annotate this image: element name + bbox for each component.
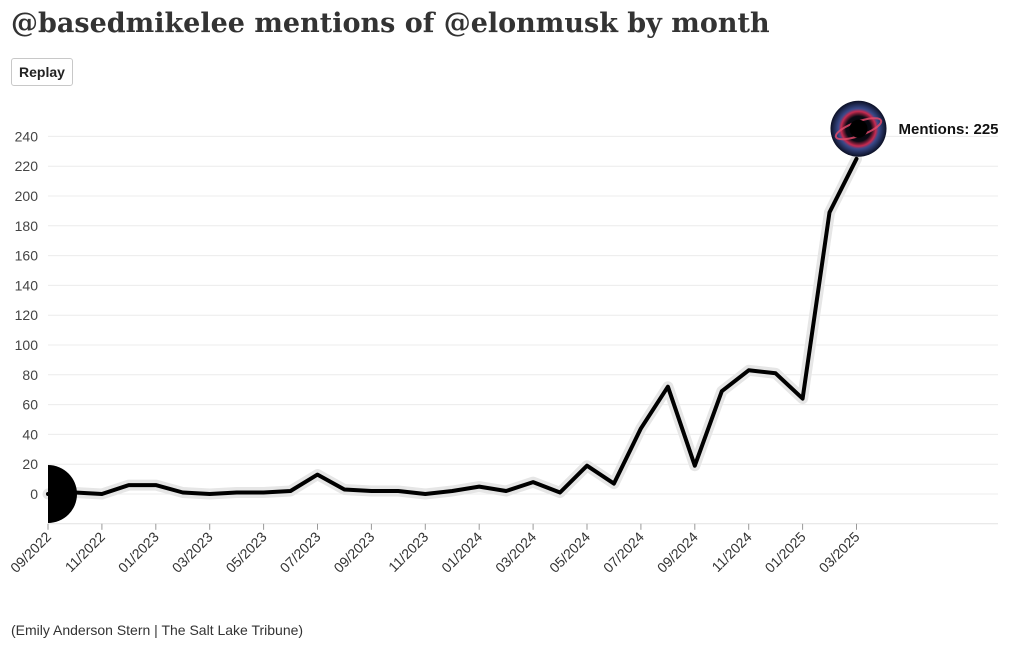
x-tick-label: 07/2024 bbox=[600, 528, 647, 575]
x-tick-label: 07/2023 bbox=[277, 528, 324, 575]
replay-button[interactable]: Replay bbox=[11, 58, 73, 86]
series-line bbox=[46, 156, 859, 496]
x-tick-label: 09/2024 bbox=[654, 528, 701, 575]
x-tick-label: 11/2023 bbox=[385, 528, 432, 575]
y-tick-label: 60 bbox=[22, 397, 38, 413]
x-tick-label: 03/2023 bbox=[169, 528, 216, 575]
x-axis: 09/2022 11/2022 01/2023 03/2023 05/2023 07/20… bbox=[7, 523, 863, 576]
x-tick-label: 11/2022 bbox=[62, 528, 109, 575]
y-tick-label: 0 bbox=[30, 486, 38, 502]
end-avatar-icon bbox=[830, 100, 887, 157]
x-tick-label: 01/2024 bbox=[438, 528, 485, 575]
y-tick-label: 140 bbox=[15, 277, 39, 293]
y-tick-label: 200 bbox=[15, 188, 39, 204]
x-tick-label: 05/2024 bbox=[546, 528, 593, 575]
y-tick-label: 40 bbox=[22, 426, 38, 442]
end-annotation-label: Mentions: 225 bbox=[899, 121, 999, 138]
data-points bbox=[46, 157, 859, 496]
x-tick-label: 01/2023 bbox=[115, 528, 162, 575]
y-tick-label: 160 bbox=[15, 248, 39, 264]
grid bbox=[48, 135, 998, 525]
y-axis: 0 20 40 60 80 100 120 140 160 180 200 220 240 bbox=[15, 128, 39, 502]
y-tick-label: 180 bbox=[15, 218, 39, 234]
source-credit: (Emily Anderson Stern | The Salt Lake Tr… bbox=[11, 622, 304, 638]
y-tick-label: 100 bbox=[15, 337, 39, 353]
y-tick-label: 220 bbox=[15, 158, 39, 174]
x-tick-label: 03/2025 bbox=[816, 528, 863, 575]
y-tick-label: 80 bbox=[22, 367, 38, 383]
line-chart: 0 20 40 60 80 100 120 140 160 180 200 220 240 09/202… bbox=[7, 100, 999, 576]
y-tick-label: 240 bbox=[15, 128, 39, 144]
x-tick-label: 11/2024 bbox=[708, 528, 755, 575]
x-tick-label: 09/2022 bbox=[7, 528, 54, 575]
y-tick-label: 20 bbox=[22, 456, 38, 472]
chart-title: @basedmikelee mentions of @elonmusk by m… bbox=[11, 8, 770, 39]
x-tick-label: 01/2025 bbox=[762, 528, 809, 575]
y-tick-label: 120 bbox=[15, 307, 39, 323]
x-tick-label: 03/2024 bbox=[492, 528, 539, 575]
start-marker bbox=[48, 465, 77, 523]
x-tick-label: 05/2023 bbox=[223, 528, 270, 575]
series-line-halo bbox=[42, 153, 862, 500]
x-tick-label: 09/2023 bbox=[330, 528, 377, 575]
